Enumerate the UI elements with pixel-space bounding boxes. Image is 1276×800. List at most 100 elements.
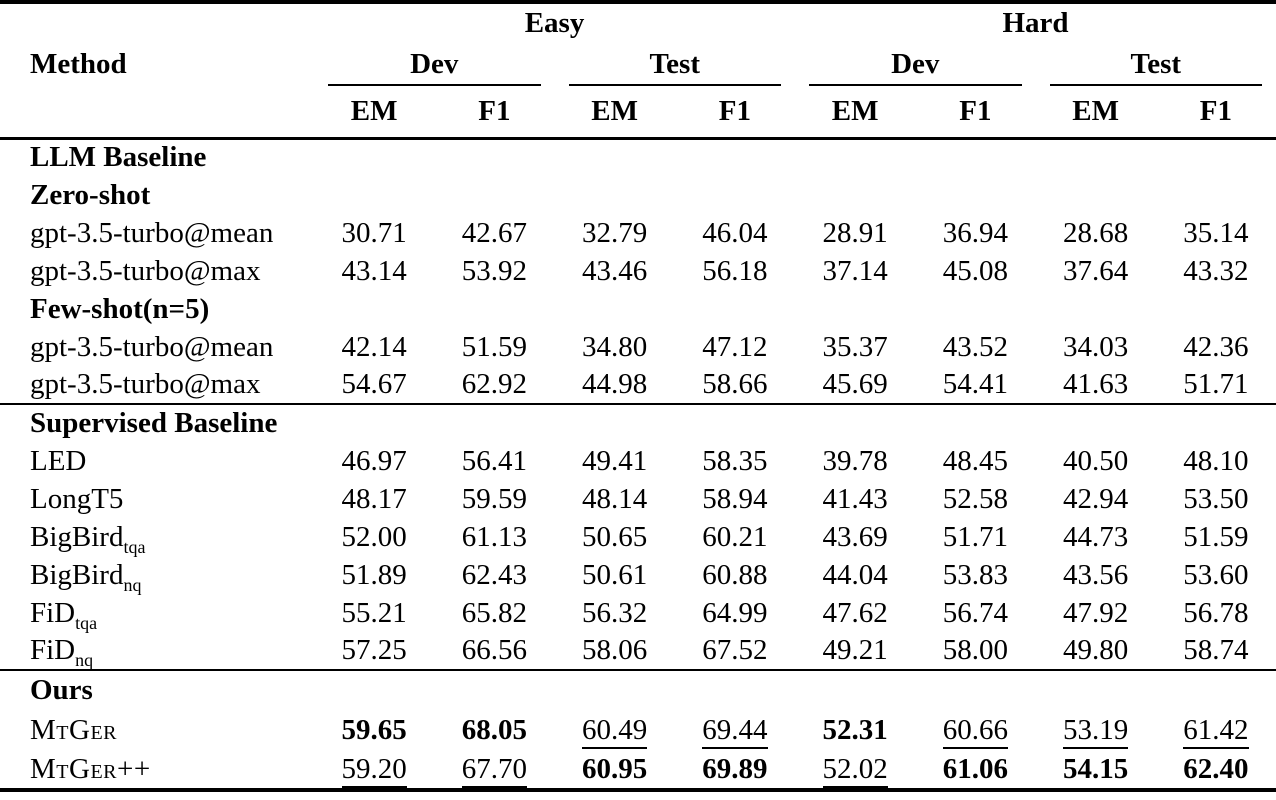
value-cell: 42.14 — [314, 328, 434, 366]
cell-value: 43.69 — [822, 520, 888, 553]
cell-value: 47.62 — [822, 596, 888, 629]
method-name: gpt-3.5-turbo@mean — [30, 330, 274, 363]
cell-value: 36.94 — [942, 216, 1009, 249]
section-label: Ours — [30, 674, 93, 706]
cell-value: 43.52 — [942, 330, 1009, 363]
table-header: Easy Hard Method Dev Test Dev Test EM F1… — [0, 2, 1276, 138]
hard-test-header: Test — [1036, 42, 1276, 86]
cell-value: 53.83 — [942, 558, 1009, 591]
value-cell: 48.45 — [915, 442, 1035, 480]
value-cell: 58.74 — [1156, 632, 1276, 670]
method-name: BigBird — [30, 558, 124, 591]
cell-value: 48.10 — [1183, 444, 1249, 477]
value-cell: 37.14 — [795, 252, 915, 290]
split-header-row: Method Dev Test Dev Test — [0, 42, 1276, 86]
method-cell: gpt-3.5-turbo@max — [0, 252, 314, 290]
cell-value: 37.14 — [822, 254, 888, 287]
value-cell: 58.66 — [675, 366, 795, 404]
cell-value: 34.03 — [1063, 330, 1129, 363]
table-row: LED 46.97 56.41 49.41 58.35 39.78 48.45 … — [0, 442, 1276, 480]
value-cell: 69.44 — [675, 710, 795, 750]
value-cell: 28.68 — [1036, 214, 1156, 252]
cell-value: 52.02 — [822, 752, 888, 788]
value-cell: 58.00 — [915, 632, 1035, 670]
value-cell: 49.41 — [555, 442, 675, 480]
cell-value: 41.63 — [1063, 368, 1129, 400]
subsection-label: Zero-shot — [30, 178, 151, 211]
value-cell: 30.71 — [314, 214, 434, 252]
cell-value: 51.71 — [1183, 368, 1249, 400]
value-cell: 61.42 — [1156, 710, 1276, 750]
cell-value: 52.58 — [942, 482, 1009, 515]
section-header-row: Supervised Baseline — [0, 404, 1276, 442]
value-cell: 28.91 — [795, 214, 915, 252]
value-cell: 41.63 — [1036, 366, 1156, 404]
value-cell: 61.06 — [915, 750, 1035, 790]
cell-value: 51.59 — [1183, 520, 1249, 553]
value-cell: 58.35 — [675, 442, 795, 480]
value-cell: 42.94 — [1036, 480, 1156, 518]
cell-value: 59.65 — [341, 713, 407, 746]
value-cell: 57.25 — [314, 632, 434, 670]
value-cell: 62.40 — [1156, 750, 1276, 790]
cell-value: 32.79 — [582, 216, 648, 249]
cell-value: 64.99 — [702, 596, 768, 629]
cell-value: 35.14 — [1183, 216, 1249, 249]
cell-value: 51.71 — [942, 520, 1009, 553]
cell-value: 46.04 — [702, 216, 768, 249]
cell-value: 42.14 — [341, 330, 407, 363]
value-cell: 51.71 — [915, 518, 1035, 556]
cell-value: 48.45 — [942, 444, 1009, 477]
cell-value: 60.88 — [702, 558, 768, 591]
value-cell: 53.60 — [1156, 556, 1276, 594]
method-subscript: tqa — [75, 612, 98, 633]
value-cell: 42.36 — [1156, 328, 1276, 366]
metric-f1-header: F1 — [478, 94, 511, 127]
method-name: MtGer++ — [30, 752, 151, 785]
value-cell: 42.67 — [434, 214, 554, 252]
cell-value: 45.69 — [822, 368, 888, 400]
method-cell: LED — [0, 442, 314, 480]
cell-value: 68.05 — [461, 713, 527, 746]
cell-value: 61.13 — [461, 520, 527, 553]
cell-value: 50.65 — [582, 520, 648, 553]
cell-value: 54.15 — [1063, 752, 1129, 785]
method-name: LongT5 — [30, 482, 124, 515]
cell-value: 51.89 — [341, 558, 407, 591]
value-cell: 44.73 — [1036, 518, 1156, 556]
empty-corner-cell — [0, 2, 314, 42]
value-cell: 52.02 — [795, 750, 915, 790]
cell-value: 53.60 — [1183, 558, 1249, 591]
method-cell: FiDtqa — [0, 594, 314, 632]
table-row: MtGer 59.65 68.05 60.49 69.44 52.31 60.6… — [0, 710, 1276, 750]
cell-value: 49.41 — [582, 444, 648, 477]
cell-value: 42.36 — [1183, 330, 1249, 363]
method-cell: MtGer++ — [0, 750, 314, 790]
cell-value: 54.41 — [942, 368, 1009, 400]
cell-value: 51.59 — [461, 330, 527, 363]
method-name: BigBird — [30, 520, 124, 553]
cell-value: 57.25 — [341, 634, 407, 666]
subsection-label: Few-shot(n=5) — [30, 292, 210, 325]
cell-value: 58.66 — [702, 368, 768, 400]
cell-value: 56.18 — [702, 254, 768, 287]
value-cell: 43.56 — [1036, 556, 1156, 594]
value-cell: 36.94 — [915, 214, 1035, 252]
cell-value: 67.70 — [461, 752, 527, 788]
metric-em-header: EM — [591, 94, 638, 127]
table-row: gpt-3.5-turbo@max 54.67 62.92 44.98 58.6… — [0, 366, 1276, 404]
table-row: BigBirdnq 51.89 62.43 50.61 60.88 44.04 … — [0, 556, 1276, 594]
metric-em-header: EM — [350, 94, 398, 127]
easy-test-header: Test — [555, 42, 796, 86]
value-cell: 48.14 — [555, 480, 675, 518]
table-row: gpt-3.5-turbo@mean 42.14 51.59 34.80 47.… — [0, 328, 1276, 366]
value-cell: 47.92 — [1036, 594, 1156, 632]
metric-em-header: EM — [1072, 94, 1119, 127]
value-cell: 58.94 — [675, 480, 795, 518]
cell-value: 44.04 — [822, 558, 888, 591]
value-cell: 37.64 — [1036, 252, 1156, 290]
cell-value: 34.80 — [582, 330, 648, 363]
method-cell: gpt-3.5-turbo@mean — [0, 328, 314, 366]
cell-value: 35.37 — [822, 330, 888, 363]
cell-value: 43.32 — [1183, 254, 1249, 287]
